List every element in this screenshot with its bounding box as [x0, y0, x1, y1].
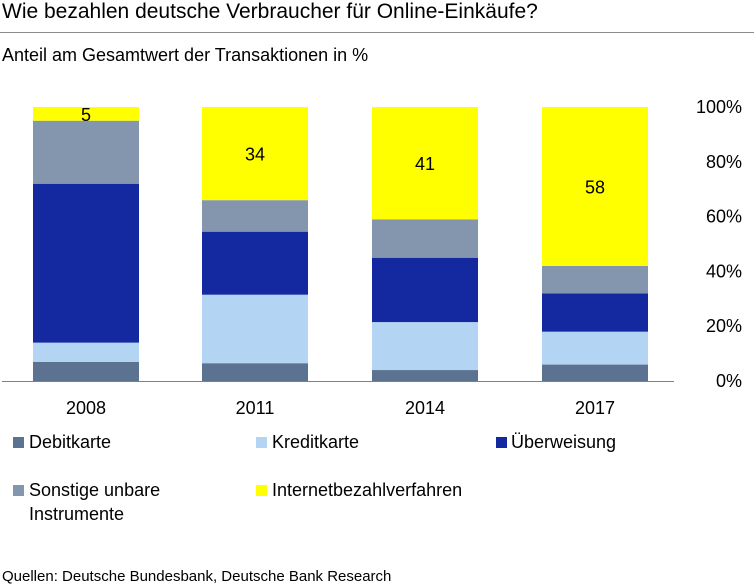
legend-label: Internetbezahlverfahren	[272, 480, 463, 500]
x-tick-label: 2008	[66, 398, 106, 418]
bar-segment	[33, 342, 139, 362]
legend-swatch	[496, 437, 507, 448]
chart-title: Wie bezahlen deutsche Verbraucher für On…	[2, 0, 538, 23]
bar-segment	[33, 120, 139, 184]
bar-segment	[542, 265, 648, 294]
y-tick-label: 80%	[706, 152, 742, 172]
y-tick-label: 20%	[706, 316, 742, 336]
bar-segment	[542, 293, 648, 332]
bar-segment	[542, 364, 648, 381]
bar-segment	[202, 363, 308, 381]
legend-label: Debitkarte	[29, 432, 112, 452]
y-tick-label: 100%	[696, 97, 742, 117]
legend-swatch	[13, 437, 24, 448]
chart-subtitle: Anteil am Gesamtwert der Transaktionen i…	[2, 45, 369, 65]
stacked-bar-chart: 2008 2011 2014 2017 5 34 41 58 0% 20% 40% 60% 80% 100…	[2, 97, 742, 418]
data-label: 58	[585, 177, 605, 197]
y-tick-label: 40%	[706, 261, 742, 281]
bar-segment	[202, 200, 308, 232]
source-note: Quellen: Deutsche Bundesbank, Deutsche B…	[2, 568, 392, 585]
bar-segment	[372, 257, 478, 323]
x-tick-label: 2017	[575, 398, 615, 418]
legend-label: Kreditkarte	[272, 432, 360, 452]
bar-segment	[372, 322, 478, 371]
y-tick-label: 60%	[706, 207, 742, 227]
y-tick-label: 0%	[716, 371, 742, 391]
bar-segment	[372, 370, 478, 381]
bar-segment	[542, 107, 648, 266]
legend-swatch	[13, 485, 24, 496]
legend-swatch	[256, 485, 267, 496]
bar-segment	[33, 361, 139, 381]
bar-segment	[372, 219, 478, 258]
bar-segment	[202, 294, 308, 364]
data-label: 41	[415, 154, 435, 174]
bar-segment	[202, 231, 308, 295]
bar-segment	[202, 107, 308, 201]
bar-segment	[33, 107, 139, 121]
legend-label: Überweisung	[511, 432, 617, 452]
bar-segment	[372, 107, 478, 220]
x-tick-label: 2011	[236, 398, 275, 418]
bar-segment	[542, 331, 648, 365]
data-label: 34	[245, 145, 265, 165]
bar-segment	[33, 183, 139, 343]
data-label: 5	[81, 105, 91, 125]
title-divider	[0, 32, 754, 33]
x-tick-label: 2014	[405, 398, 445, 418]
legend-label: Sonstige unbare Instrumente	[29, 480, 161, 524]
legend-swatch	[256, 437, 267, 448]
